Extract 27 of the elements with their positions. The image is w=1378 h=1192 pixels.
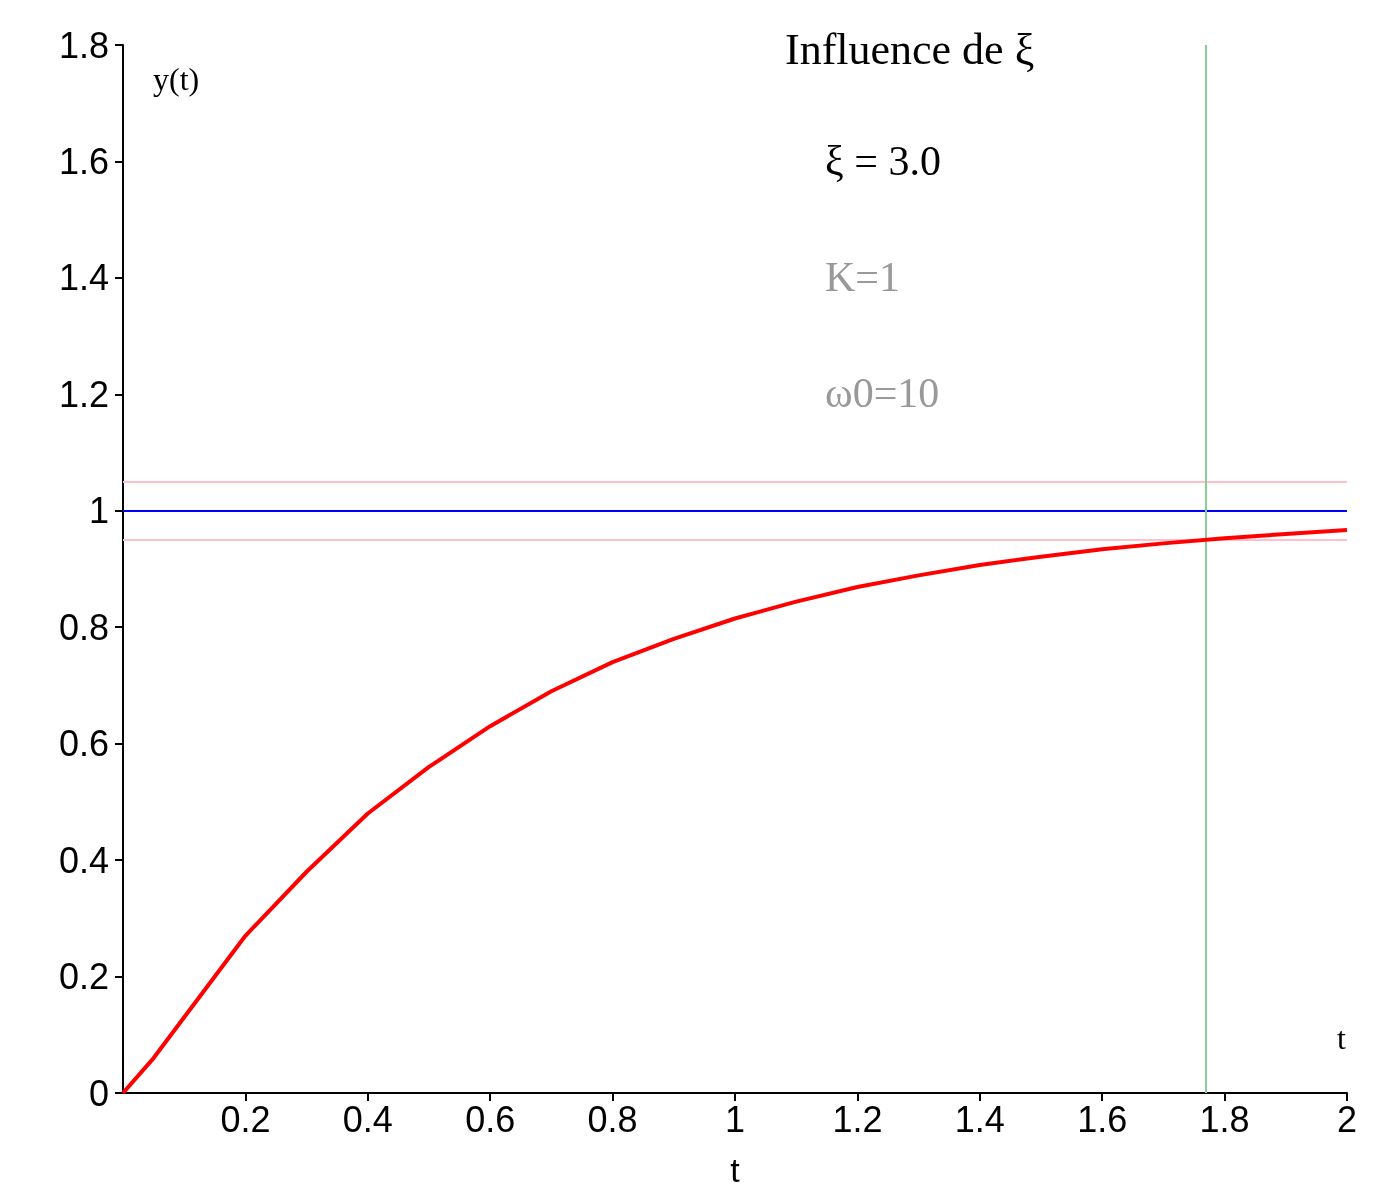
y-tick-label: 1.2	[58, 373, 109, 415]
annotation: ξ = 3.0	[825, 138, 941, 184]
chart-title: Influence de ξ	[785, 24, 1035, 74]
x-tick-label: 1.4	[954, 1098, 1005, 1140]
x-tick-label: 0.2	[220, 1098, 271, 1140]
y-tick-label: 0.8	[58, 606, 109, 648]
x-tick-label: 1.6	[1077, 1098, 1128, 1140]
x-axis-title: t	[1337, 1020, 1346, 1056]
annotation: K=1	[825, 254, 901, 300]
annotation: ω0=10	[825, 370, 940, 416]
x-tick-label: 0.8	[587, 1098, 638, 1140]
x-tick-label: 1.8	[1199, 1098, 1250, 1140]
y-tick-label: 1.4	[58, 257, 109, 299]
x-tick-label: 0.4	[342, 1098, 393, 1140]
y-axis-title: y(t)	[153, 61, 200, 97]
text: t	[730, 1151, 740, 1189]
x-tick-label: 1	[724, 1098, 746, 1140]
y-tick-label: 0.2	[58, 956, 109, 998]
y-tick-label: 0.6	[58, 723, 109, 765]
x-tick-label: 2	[1336, 1098, 1358, 1140]
x-tick-label: 1.2	[832, 1098, 883, 1140]
x-tick-label: 0.6	[465, 1098, 516, 1140]
y-tick-label: 1	[88, 490, 109, 532]
y-tick-label: 0	[88, 1072, 109, 1114]
y-tick-label: 1.8	[58, 24, 109, 66]
y-tick-label: 0.4	[58, 839, 109, 881]
y-tick-label: 1.6	[58, 140, 109, 182]
